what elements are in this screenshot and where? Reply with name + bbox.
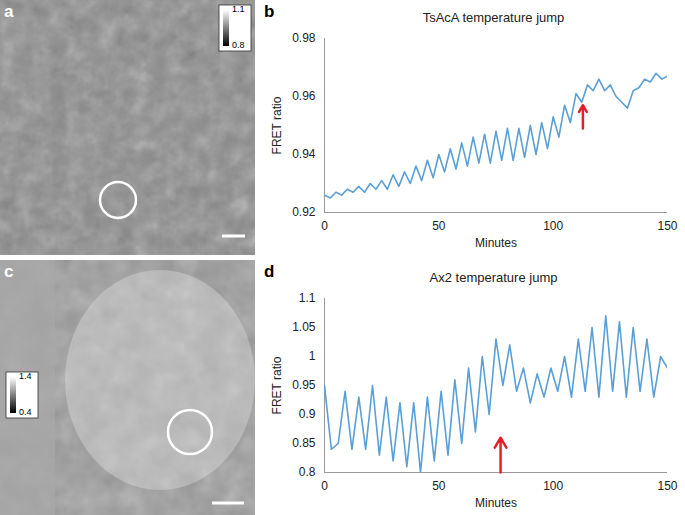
svg-text:Minutes: Minutes (475, 496, 517, 510)
svg-text:100: 100 (543, 219, 563, 233)
html-text:b: b (264, 2, 275, 21)
svg-text:FRET ratio: FRET ratio (270, 96, 284, 154)
svg-text:0: 0 (321, 219, 328, 233)
svg-text:150: 150 (657, 219, 677, 233)
svg-text:1.1: 1.1 (299, 291, 316, 305)
svg-text:50: 50 (432, 479, 446, 493)
svg-text:0.94: 0.94 (292, 147, 316, 161)
svg-text:0.8: 0.8 (299, 465, 316, 479)
svg-text:Minutes: Minutes (475, 236, 517, 250)
svg-text:0: 0 (321, 479, 328, 493)
html-text:TsAcA temperature jump: TsAcA temperature jump (422, 10, 565, 25)
svg-text:0.8: 0.8 (232, 40, 245, 50)
svg-text:0.96: 0.96 (292, 89, 316, 103)
svg-text:FRET ratio: FRET ratio (270, 356, 284, 414)
html-text:Ax2 temperature jump: Ax2 temperature jump (429, 270, 558, 285)
svg-text:150: 150 (657, 479, 677, 493)
svg-text:1.1: 1.1 (232, 4, 245, 14)
svg-text:1: 1 (309, 349, 316, 363)
html-text:a: a (4, 2, 14, 21)
html-text:c: c (4, 262, 14, 281)
svg-text:100: 100 (543, 479, 563, 493)
svg-text:0.92: 0.92 (292, 205, 316, 219)
svg-text:1.4: 1.4 (19, 371, 32, 381)
svg-text:0.85: 0.85 (292, 436, 316, 450)
html-text:d: d (264, 262, 275, 281)
svg-text:50: 50 (432, 219, 446, 233)
svg-text:0.98: 0.98 (292, 31, 316, 45)
svg-text:0.95: 0.95 (292, 378, 316, 392)
svg-text:1.05: 1.05 (292, 320, 316, 334)
svg-text:0.4: 0.4 (19, 407, 32, 417)
svg-text:0.9: 0.9 (299, 407, 316, 421)
